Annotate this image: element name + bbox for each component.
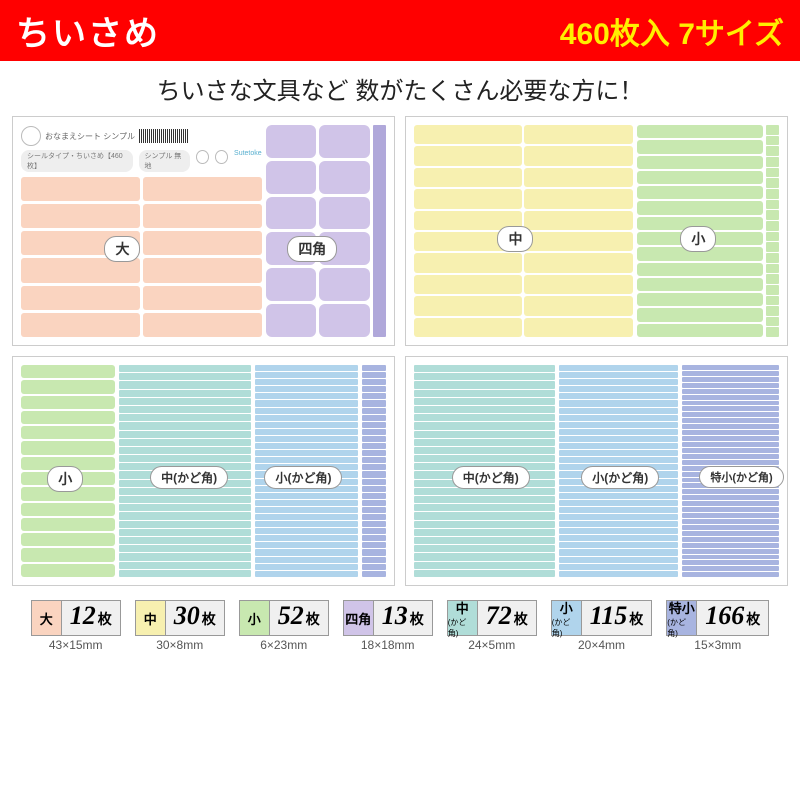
header-banner: ちいさめ 460枚入 7サイズ	[0, 0, 800, 61]
legend-item: 中(かど角)72枚24×5mm	[447, 600, 537, 652]
legend-item: 特小(かど角)166枚15×3mm	[666, 600, 769, 652]
label-sho-kado: 小(かど角)	[264, 466, 342, 489]
label-chu-kado-2: 中(かど角)	[452, 466, 530, 489]
cat-icon	[21, 126, 41, 146]
product-title: ちいさめ	[16, 6, 160, 55]
barcode-icon	[139, 129, 189, 143]
legend-item: 小52枚6×23mm	[239, 600, 329, 652]
label-dai: 大	[104, 236, 140, 262]
panel-2: 中 小	[405, 116, 788, 346]
label-shikaku: 四角	[287, 236, 337, 262]
sheet-panels: おなまえシート シンプル シールタイプ・ちいさめ【460枚】 シンプル 無地 S…	[0, 116, 800, 586]
label-tokusho: 特小(かど角)	[699, 466, 783, 488]
label-sho: 小	[680, 226, 716, 252]
label-sho-kado-2: 小(かど角)	[581, 466, 659, 489]
legend-item: 中30枚30×8mm	[135, 600, 225, 652]
label-sho-2: 小	[47, 466, 83, 492]
panel-3: 小 中(かど角) 小(かど角)	[12, 356, 395, 586]
legend-item: 四角13枚18×18mm	[343, 600, 433, 652]
legend: 大12枚43×15mm 中30枚30×8mm 小52枚6×23mm 四角13枚18×1…	[0, 586, 800, 660]
panel-1: おなまえシート シンプル シールタイプ・ちいさめ【460枚】 シンプル 無地 S…	[12, 116, 395, 346]
product-specs: 460枚入 7サイズ	[560, 9, 784, 53]
panel-4: 中(かど角) 小(かど角) 特小(かど角)	[405, 356, 788, 586]
subtitle: ちいさな文具など 数がたくさん必要な方に！	[0, 61, 800, 116]
legend-item: 大12枚43×15mm	[31, 600, 121, 652]
label-chu: 中	[497, 226, 533, 252]
label-chu-kado: 中(かど角)	[150, 466, 228, 489]
legend-item: 小(かど角)115枚20×4mm	[551, 600, 653, 652]
